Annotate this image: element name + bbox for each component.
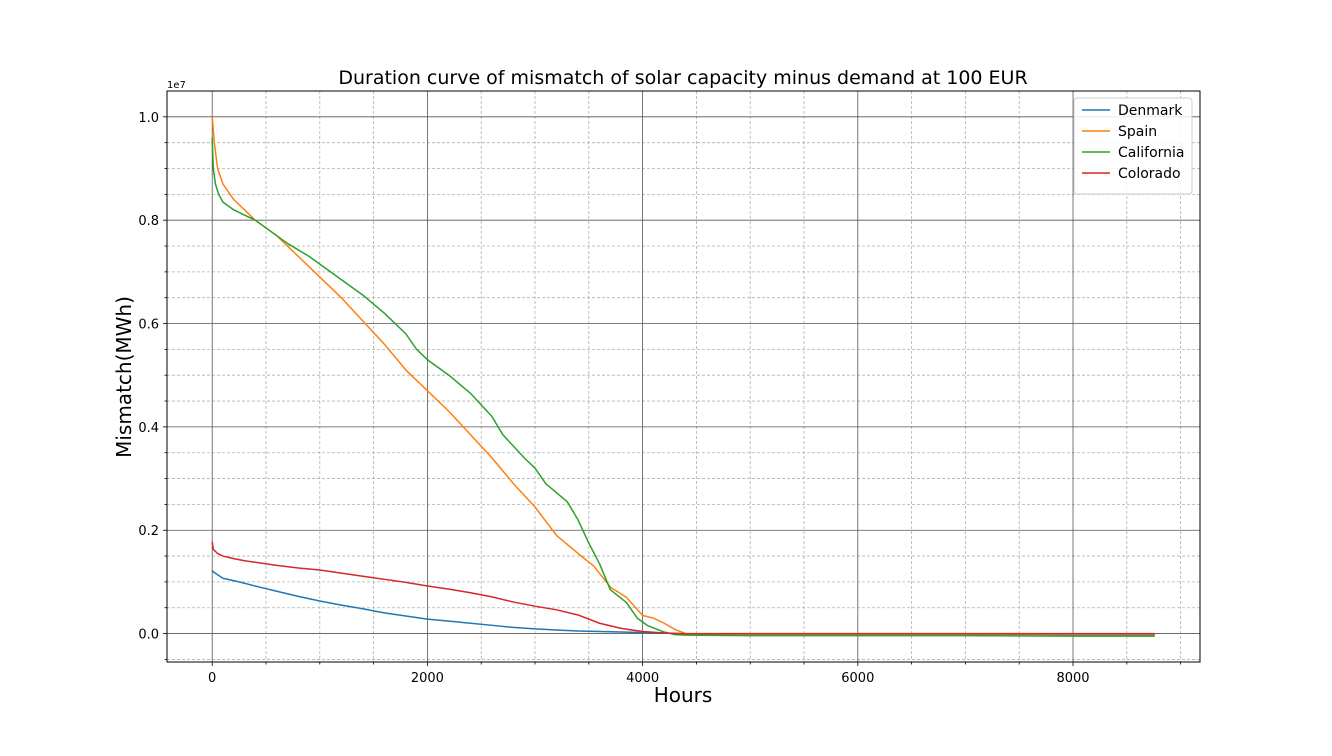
y-tick-label: 0.2 [138,524,159,539]
x-tick-label: 8000 [1056,671,1089,686]
y-axis-label: Mismatch(MWh) [112,296,136,458]
y-tick-label: 0.6 [138,318,159,333]
x-tick-label: 0 [208,671,216,686]
y-tick-label: 1.0 [138,111,159,126]
legend-label: California [1118,145,1184,161]
x-tick-label: 4000 [626,671,659,686]
y-offset-label: 1e7 [167,80,186,91]
legend: Denmark Spain California Colorado [1073,97,1193,195]
plot-background [167,91,1200,662]
y-tick-label: 0.4 [138,421,159,436]
legend-box [1073,97,1193,195]
minor-grid [167,91,1200,662]
legend-label: Denmark [1118,103,1183,119]
chart-title: Duration curve of mismatch of solar capa… [338,67,1027,89]
y-tick-label: 0.0 [138,628,159,643]
axis-ticks: 0 2000 4000 6000 8000 0.0 0.2 0.4 0.6 0.8 1.0 [138,111,1182,686]
series-line-colorado [211,541,1155,635]
y-tick-label: 0.8 [138,214,159,229]
x-axis-label: Hours [654,683,713,707]
legend-label: Spain [1118,124,1157,140]
plot-frame [166,90,1201,663]
series-lines [211,116,1155,637]
x-tick-label: 6000 [841,671,874,686]
legend-label: Colorado [1118,166,1181,182]
x-tick-label: 2000 [411,671,444,686]
